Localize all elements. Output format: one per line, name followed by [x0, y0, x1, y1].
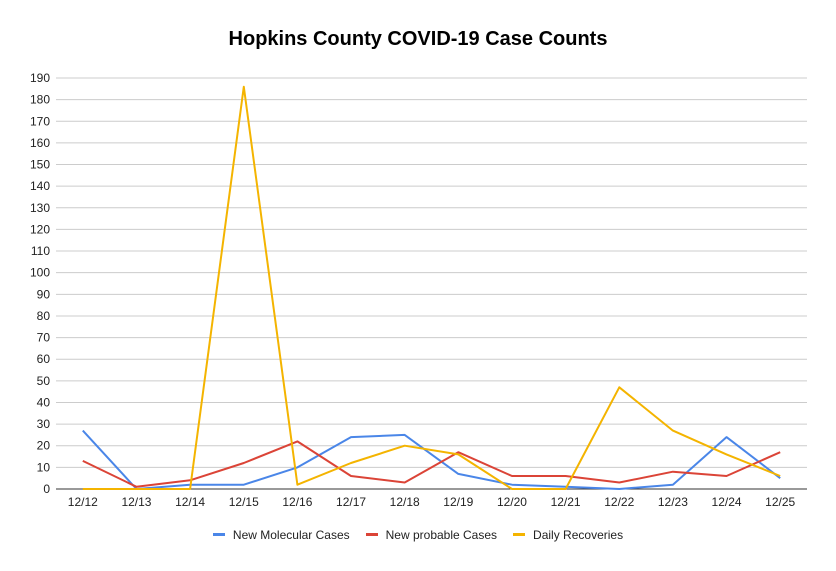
series-line-1	[82, 440, 781, 488]
x-tick-label: 12/21	[551, 495, 581, 509]
y-tick-label: 150	[30, 158, 50, 172]
y-tick-label: 130	[30, 201, 50, 215]
x-tick-label: 12/25	[765, 495, 795, 509]
x-tick-label: 12/16	[282, 495, 312, 509]
y-tick-label: 180	[30, 93, 50, 107]
y-tick-label: 170	[30, 114, 50, 128]
y-tick-label: 40	[37, 395, 51, 409]
legend-item: New probable Cases	[365, 527, 498, 542]
legend-label: New Molecular Cases	[232, 527, 350, 542]
y-tick-label: 50	[37, 374, 51, 388]
chart-title: Hopkins County COVID-19 Case Counts	[228, 28, 608, 50]
x-tick-label: 12/13	[121, 495, 151, 509]
legend-label: Daily Recoveries	[533, 527, 624, 542]
y-tick-label: 60	[37, 352, 51, 366]
x-tick-label: 12/18	[390, 495, 420, 509]
legend-label: New probable Cases	[385, 527, 498, 542]
x-tick-label: 12/14	[175, 495, 205, 509]
y-tick-label: 160	[30, 136, 50, 150]
y-tick-label: 0	[43, 482, 50, 496]
x-tick-label: 12/12	[68, 495, 98, 509]
x-tick-label: 12/23	[658, 495, 688, 509]
legend-item: Daily Recoveries	[513, 528, 623, 542]
legend-item: New Molecular Cases	[212, 527, 350, 542]
y-tick-label: 110	[31, 244, 50, 258]
legend: New Molecular Cases New probable Cases Dai…	[0, 525, 836, 542]
y-tick-label: 20	[37, 439, 51, 453]
y-tick-label: 140	[30, 179, 50, 193]
x-tick-label: 12/17	[336, 495, 366, 509]
y-tick-label: 80	[37, 309, 51, 323]
y-tick-label: 100	[30, 266, 50, 280]
x-tick-label: 12/20	[497, 495, 527, 509]
x-tick-label: 12/22	[604, 495, 634, 509]
legend-swatch	[365, 533, 378, 536]
legend-swatch	[212, 533, 225, 536]
x-tick-label: 12/15	[229, 495, 259, 509]
x-tick-label: 12/19	[443, 495, 473, 509]
x-tick-label: 12/24	[712, 495, 742, 509]
series-line-2	[82, 85, 781, 490]
y-tick-label: 30	[37, 417, 51, 431]
y-tick-label: 190	[30, 71, 50, 85]
y-tick-label: 70	[37, 331, 51, 345]
legend-swatch	[513, 533, 526, 536]
series-line-0	[82, 429, 781, 490]
y-tick-label: 120	[30, 222, 50, 236]
y-tick-label: 10	[37, 460, 51, 474]
y-tick-label: 90	[37, 287, 51, 301]
